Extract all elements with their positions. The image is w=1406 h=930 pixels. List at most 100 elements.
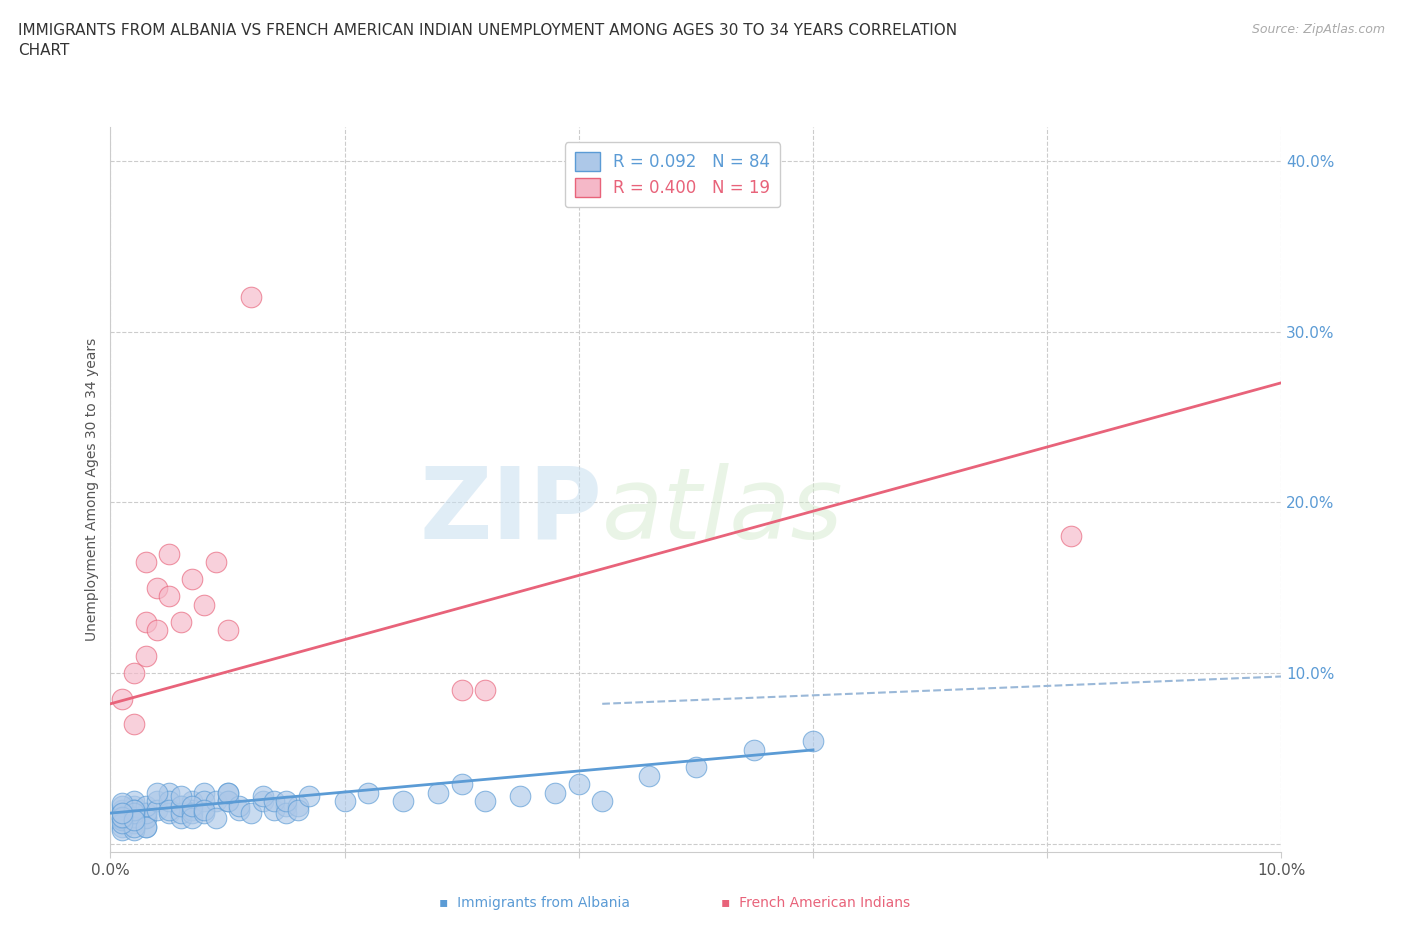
Point (122, 809, 145, 824)
Point (217, 623, 239, 638)
Point (239, 805, 262, 820)
Point (169, 805, 191, 820)
Point (135, 805, 157, 820)
Point (122, 805, 145, 820)
Point (135, 799, 157, 814)
Point (357, 785, 380, 800)
Point (228, 803, 250, 817)
Point (122, 816, 145, 830)
Point (157, 793, 180, 808)
Point (193, 803, 215, 817)
Point (157, 805, 180, 820)
Point (122, 823, 145, 838)
Text: atlas: atlas (602, 463, 844, 560)
Point (169, 799, 191, 814)
Y-axis label: Unemployment Among Ages 30 to 34 years: Unemployment Among Ages 30 to 34 years (86, 338, 100, 641)
Point (122, 793, 145, 808)
Point (122, 819, 145, 834)
Point (685, 760, 707, 775)
Point (111, 816, 134, 830)
Point (146, 623, 169, 638)
Point (169, 799, 191, 814)
Point (122, 803, 145, 817)
Point (111, 803, 134, 817)
Point (638, 768, 661, 783)
Point (217, 785, 239, 800)
Point (157, 785, 180, 800)
Point (111, 799, 134, 814)
Point (217, 793, 239, 808)
Point (474, 683, 496, 698)
Point (450, 777, 472, 791)
Point (146, 785, 169, 800)
Point (274, 799, 297, 814)
Point (181, 811, 204, 826)
Point (181, 572, 204, 587)
Point (591, 793, 613, 808)
Point (181, 799, 204, 814)
Point (287, 799, 309, 814)
Point (193, 597, 215, 612)
Point (135, 809, 157, 824)
Point (111, 809, 134, 824)
Point (111, 795, 134, 810)
Text: IMMIGRANTS FROM ALBANIA VS FRENCH AMERICAN INDIAN UNEMPLOYMENT AMONG AGES 30 TO : IMMIGRANTS FROM ALBANIA VS FRENCH AMERIC… (18, 23, 957, 58)
Point (122, 813, 145, 828)
Point (181, 793, 204, 808)
Point (252, 793, 274, 808)
Point (193, 785, 215, 800)
Point (427, 785, 450, 800)
Point (122, 811, 145, 826)
Point (146, 580, 169, 595)
Point (239, 290, 262, 305)
Point (111, 811, 134, 826)
Point (122, 666, 145, 681)
Point (111, 691, 134, 706)
Point (135, 615, 157, 630)
Point (157, 803, 180, 817)
Text: ▪  Immigrants from Albania: ▪ Immigrants from Albania (439, 896, 630, 910)
Point (204, 793, 226, 808)
Point (263, 793, 285, 808)
Point (252, 789, 274, 804)
Point (450, 683, 472, 698)
Point (122, 717, 145, 732)
Point (544, 785, 567, 800)
Text: ZIP: ZIP (419, 463, 602, 560)
Point (1059, 529, 1081, 544)
Point (474, 793, 496, 808)
Point (744, 742, 766, 757)
Point (111, 823, 134, 838)
Point (169, 615, 191, 630)
Point (263, 803, 285, 817)
Point (122, 816, 145, 830)
Point (122, 799, 145, 814)
Point (287, 803, 309, 817)
Point (204, 811, 226, 826)
Point (135, 811, 157, 826)
Point (135, 805, 157, 820)
Point (333, 793, 356, 808)
Point (228, 799, 250, 814)
Point (111, 805, 134, 820)
Point (204, 554, 226, 569)
Point (111, 805, 134, 820)
Point (135, 648, 157, 663)
Point (217, 785, 239, 800)
Point (169, 789, 191, 804)
Point (568, 777, 591, 791)
Point (146, 803, 169, 817)
Point (801, 734, 824, 749)
Point (111, 813, 134, 828)
Point (157, 546, 180, 561)
Text: Source: ZipAtlas.com: Source: ZipAtlas.com (1251, 23, 1385, 36)
Point (181, 803, 204, 817)
Point (157, 589, 180, 604)
Point (193, 805, 215, 820)
Point (111, 819, 134, 834)
Point (135, 819, 157, 834)
Point (274, 805, 297, 820)
Legend: R = 0.092   N = 84, R = 0.400   N = 19: R = 0.092 N = 84, R = 0.400 N = 19 (565, 142, 780, 207)
Point (122, 803, 145, 817)
Point (135, 554, 157, 569)
